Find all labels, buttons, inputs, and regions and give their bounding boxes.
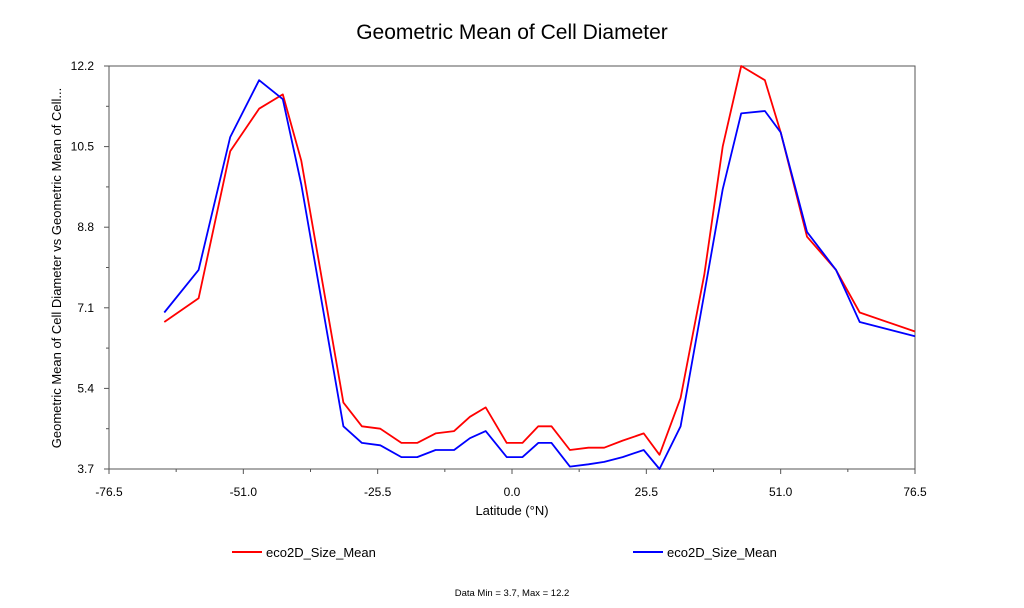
y-tick-label: 10.5 — [71, 140, 95, 154]
x-tick-label: -76.5 — [95, 485, 123, 499]
y-tick-label: 5.4 — [77, 381, 94, 395]
x-tick-label: -25.5 — [364, 485, 392, 499]
y-tick-label: 8.8 — [77, 220, 94, 234]
x-tick-label: 51.0 — [769, 485, 793, 499]
y-tick-label: 3.7 — [77, 462, 94, 476]
legend-label-2: eco2D_Size_Mean — [667, 545, 777, 560]
axis-ticks: -76.5 -51.0 -25.5 0.0 25.5 51.0 76.5 3.7 5.4 7.1 8… — [71, 59, 927, 499]
y-tick-label: 7.1 — [77, 301, 94, 315]
chart-title: Geometric Mean of Cell Diameter — [356, 21, 668, 44]
x-axis-label: Latitude (°N) — [475, 503, 548, 518]
x-tick-label: 25.5 — [635, 485, 659, 499]
series-line-2 — [163, 79, 916, 470]
x-tick-label: -51.0 — [230, 485, 258, 499]
series-line-1 — [163, 65, 916, 456]
legend: eco2D_Size_Mean eco2D_Size_Mean — [232, 545, 777, 560]
plot-area — [108, 65, 916, 470]
legend-label-1: eco2D_Size_Mean — [266, 545, 376, 560]
x-tick-label: 0.0 — [504, 485, 521, 499]
y-tick-label: 12.2 — [71, 59, 95, 73]
data-range-footer: Data Min = 3.7, Max = 12.2 — [455, 588, 570, 599]
series-layer — [163, 65, 916, 470]
y-axis-label: Geometric Mean of Cell Diameter vs Geome… — [49, 88, 64, 449]
x-tick-label: 76.5 — [903, 485, 927, 499]
